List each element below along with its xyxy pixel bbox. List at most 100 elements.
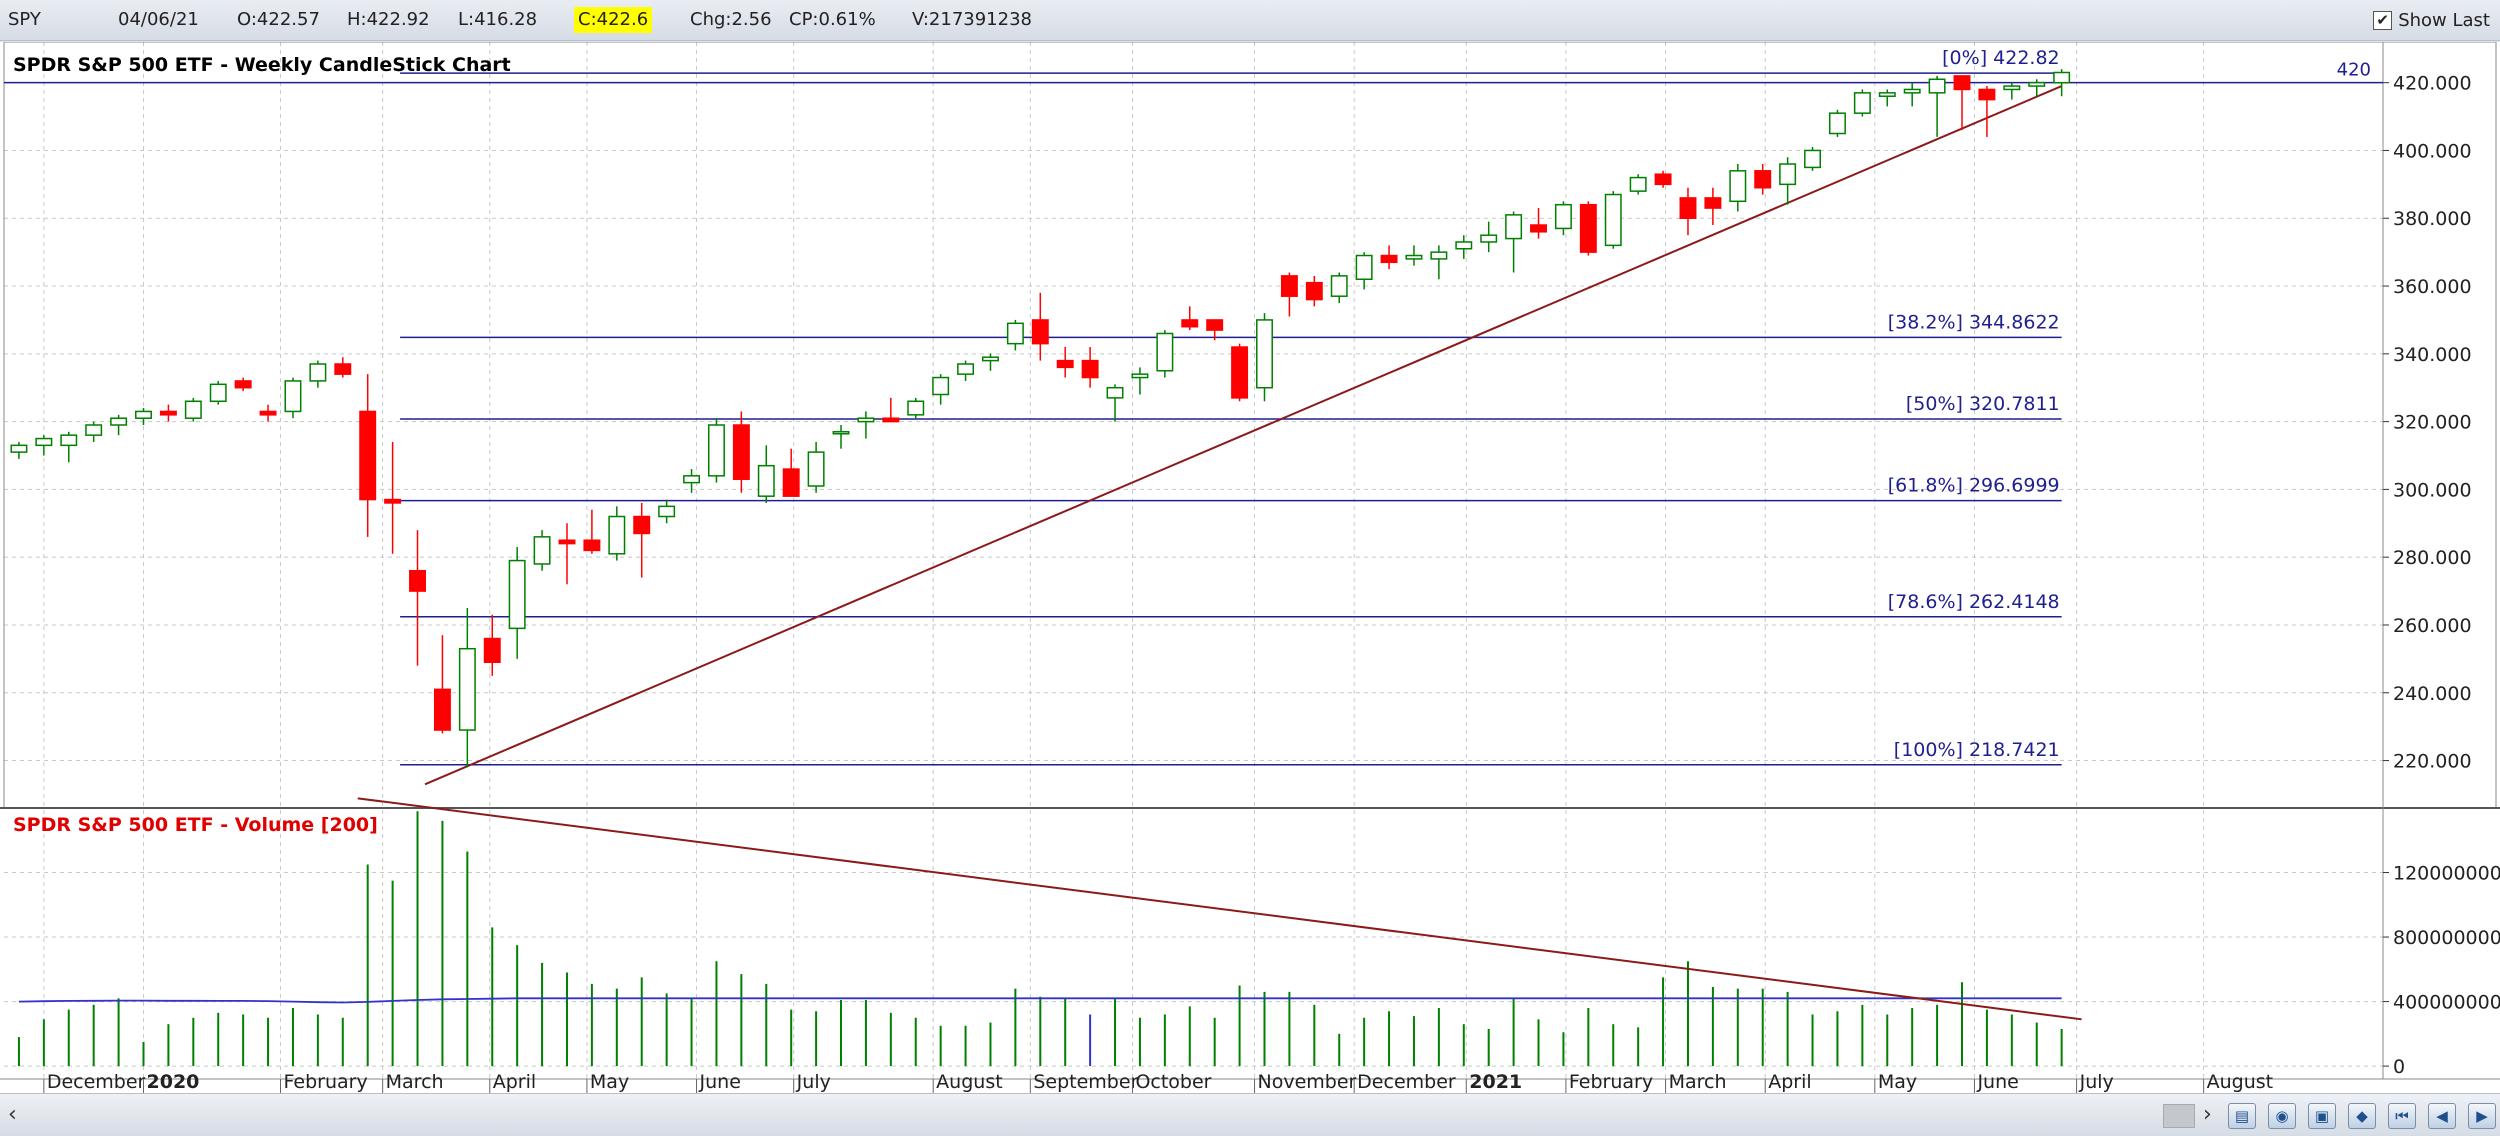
chart-area[interactable]: [0%] 422.82 [38.2%] 344.8622 [50%] 320.781… (0, 41, 2500, 1093)
candle-body (508, 559, 526, 630)
candle (1978, 86, 1996, 137)
x-axis-label: 2020 (147, 1071, 200, 1093)
candle (234, 377, 252, 392)
candle-body (807, 451, 825, 487)
candle-body (1754, 170, 1772, 189)
candle (1405, 245, 1423, 266)
candle-body (1031, 319, 1049, 345)
candle (1928, 75, 1946, 137)
scroll-right-icon[interactable]: › (2203, 1102, 2212, 1127)
candle-body (135, 410, 152, 419)
y-axis-label: 800000000 (2393, 927, 2500, 949)
candle-body (409, 569, 426, 592)
candle (2028, 79, 2046, 97)
candle-body (907, 400, 925, 416)
candle (458, 608, 476, 768)
candle-body (2003, 85, 2021, 91)
candle-body (309, 363, 327, 382)
candle-body (1530, 224, 1547, 233)
candle (184, 397, 202, 422)
candle (433, 635, 451, 734)
candle-body (1006, 322, 1024, 345)
candle (1181, 306, 1199, 331)
y-axis-label: 220.000 (2393, 751, 2472, 773)
low-value: L:416.28 (458, 9, 538, 30)
show-last-toggle[interactable]: ✔ Show Last (2373, 0, 2490, 40)
zoom-icon[interactable]: ◉ (2268, 1103, 2296, 1129)
candle (1480, 221, 1498, 253)
candle (1530, 208, 1547, 239)
candle (1604, 191, 1622, 249)
candle-body (1729, 170, 1747, 203)
scrollbar-thumb[interactable] (2163, 1104, 2195, 1128)
change-percent-value: CP:0.61% (789, 9, 876, 30)
candle-body (10, 444, 28, 453)
x-axis-label: February (284, 1071, 368, 1093)
candle-body (334, 363, 352, 375)
previous-page-icon[interactable]: ◀ (2428, 1103, 2456, 1129)
print-icon[interactable]: ▤ (2228, 1103, 2256, 1129)
candle (757, 445, 775, 503)
x-axis-label: July (2079, 1071, 2114, 1093)
fibonacci-label: [61.8%] 296.6999 (1888, 475, 2060, 497)
candle-body (35, 437, 53, 447)
candle-body (633, 515, 651, 535)
volume-trendline (357, 797, 2082, 1021)
candle (1006, 319, 1024, 351)
candle (359, 374, 377, 537)
candle (508, 547, 526, 659)
pane-frames (0, 41, 2500, 1080)
candle-body (1081, 359, 1099, 379)
candle-body (707, 424, 725, 477)
candle-body (1131, 373, 1149, 379)
expand-icon[interactable]: ◆ (2348, 1103, 2376, 1129)
candle-body (1853, 92, 1871, 114)
candle (807, 441, 825, 493)
fibonacci-label: [100%] 218.7421 (1894, 739, 2060, 761)
candle-body (1953, 75, 1971, 91)
show-last-checkbox[interactable]: ✔ (2373, 10, 2393, 30)
volume-value: V:217391238 (912, 9, 1032, 30)
price-pane: [0%] 422.82 [38.2%] 344.8622 [50%] 320.781… (4, 47, 2383, 786)
candle-body (882, 417, 900, 423)
chart-canvas[interactable]: [0%] 422.82 [38.2%] 344.8622 [50%] 320.781… (0, 41, 2500, 1093)
candle (1131, 367, 1149, 395)
price-chart-title: SPDR S&P 500 ETF - Weekly CandleStick Ch… (13, 54, 511, 76)
x-axis-label: May (590, 1071, 629, 1093)
candle (1056, 347, 1074, 378)
x-axis-label: August (936, 1071, 1003, 1093)
candle-body (1804, 149, 1822, 169)
y-axis-label: 420.000 (2393, 73, 2472, 95)
y-axis-label: 260.000 (2393, 615, 2472, 637)
save-icon[interactable]: ▣ (2308, 1103, 2336, 1129)
candle (1729, 164, 1747, 212)
candle (1878, 89, 1896, 107)
candle (409, 530, 426, 666)
candle-body (982, 356, 999, 362)
candle-body (1280, 275, 1298, 297)
axes: 220.000 240.000 260.000 280.000 300.000 320.0… (43, 73, 2500, 1093)
close-value: C:422.6 (574, 7, 653, 33)
price-pane-frame (3, 41, 2497, 809)
candle-body (957, 363, 975, 375)
candle-body (1505, 214, 1523, 240)
candle (135, 408, 152, 425)
open-value: O:422.57 (237, 9, 320, 30)
candle (483, 614, 501, 676)
candle-body (234, 380, 252, 389)
y-axis-label: 400.000 (2393, 140, 2472, 162)
candle-body (1405, 254, 1423, 260)
next-page-icon[interactable]: ▶ (2468, 1103, 2496, 1129)
volume-pane (17, 797, 2082, 1067)
candle-body (1878, 92, 1896, 97)
candle-body (1181, 319, 1199, 328)
x-axis-label: March (386, 1071, 444, 1093)
candle (209, 380, 227, 405)
candle-body (2028, 81, 2046, 87)
fibonacci-label: [50%] 320.7811 (1906, 393, 2060, 415)
first-page-icon[interactable]: ⏮ (2388, 1103, 2416, 1129)
scroll-left-icon[interactable]: ‹ (8, 1102, 17, 1127)
show-last-label: Show Last (2398, 9, 2490, 31)
x-axis-label: 2021 (1469, 1071, 1522, 1093)
candle-body (1928, 78, 1946, 94)
